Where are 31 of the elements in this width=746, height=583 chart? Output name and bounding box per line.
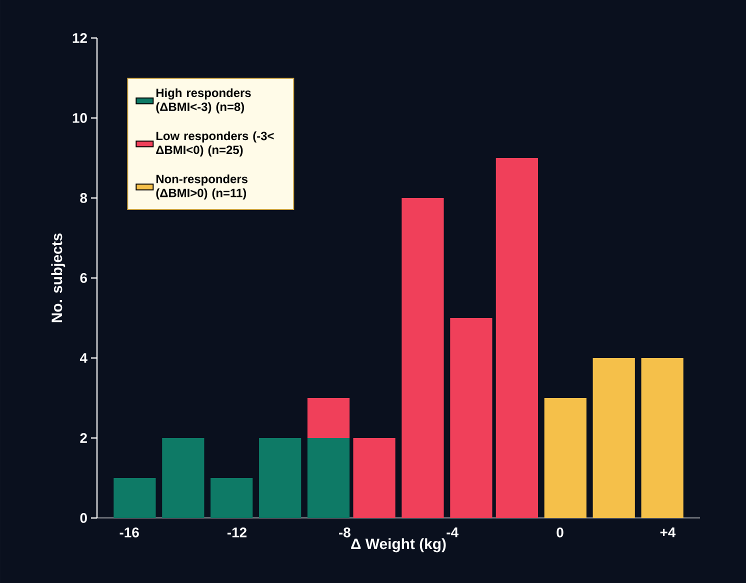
- y-tick-label: 10: [72, 113, 87, 123]
- y-tick-label: 6: [80, 273, 87, 283]
- x-tick-label: 0: [556, 527, 564, 538]
- y-tick-label: 2: [80, 433, 87, 443]
- bar: [307, 438, 350, 518]
- bar: [307, 398, 350, 438]
- y-tick-label: 8: [80, 193, 88, 203]
- x-tick-label: -16: [120, 527, 139, 538]
- legend-label: High responders (ΔBMI<-3) (n=8): [156, 88, 251, 114]
- x-tick-label: +4: [660, 528, 676, 538]
- y-tick-label: 0: [80, 513, 87, 523]
- bar: [544, 398, 586, 518]
- x-tick-label: -4: [446, 528, 458, 538]
- bar: [496, 158, 538, 518]
- y-tick-label: 12: [72, 33, 87, 43]
- legend-label: Low responders (-3< ΔBMI<0) (n=25): [156, 131, 274, 156]
- bar: [259, 438, 302, 518]
- y-tick-label: 4: [80, 353, 88, 363]
- legend-label: Non-responders (ΔBMI>0) (n=11): [156, 174, 248, 200]
- bar: [641, 358, 684, 518]
- bar: [114, 478, 156, 518]
- bar: [162, 438, 204, 518]
- x-tick-label: -12: [227, 527, 247, 538]
- y-axis-title: No. subjects: [51, 233, 66, 322]
- bar: [450, 318, 492, 518]
- bar: [592, 358, 635, 518]
- x-tick-label: -8: [339, 527, 350, 538]
- x-axis-title: Δ Weight (kg): [351, 538, 446, 552]
- bar: [353, 438, 396, 518]
- bar: [210, 478, 253, 518]
- bar: [402, 198, 444, 518]
